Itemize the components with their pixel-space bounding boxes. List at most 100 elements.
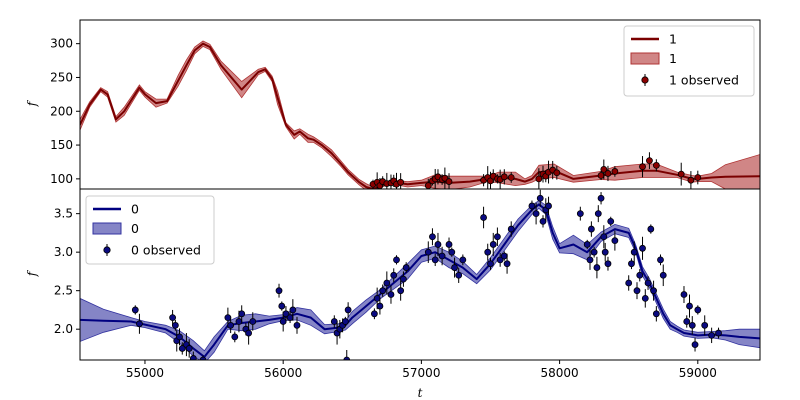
top-observed-point [611,168,619,175]
top-uncertainty-band [80,40,760,189]
bottom-observed-point [484,248,492,256]
bottom-observed-point [507,225,515,233]
bottom-observed-point [652,310,660,318]
x-tick-label: 57000 [402,366,440,380]
bottom-observed-point [539,217,547,225]
bottom-observed-point [249,318,257,325]
bottom-observed-point [344,306,352,314]
top-legend-marker-swatch [641,76,649,84]
top-observed-point [507,174,515,181]
top-observed-point [553,169,561,177]
bottom-observed-point [282,310,290,318]
x-axis-label: t [418,386,423,400]
bottom-observed-point [590,248,598,256]
top-observed-point [604,170,612,177]
bottom-observed-point [639,244,646,252]
bottom-observed-point [686,302,693,310]
bottom-observed-point [199,356,207,360]
bottom-observed-point [431,256,439,264]
bottom-observed-point [131,306,139,314]
x-tick-label: 59000 [679,366,717,380]
top-model-line-layer [80,42,760,189]
bottom-observed-point [390,271,398,279]
bottom-observed-point [659,271,667,279]
top-y-tick-label: 300 [50,37,73,51]
top-observed-points-layer [369,152,702,189]
bottom-observed-point [224,314,232,322]
bottom-y-tick-label: 3.0 [54,245,73,259]
bottom-panel: 2.0 2.5 3.0 3.5 55000 56000 57000 58000 59000 f… [25,188,761,400]
bottom-observed-point [379,287,387,295]
bottom-observed-point [500,252,508,260]
bottom-legend-label-line: 0 [131,202,139,217]
bottom-observed-point [293,321,301,329]
bottom-observed-point [393,256,400,264]
x-tick-label: 56000 [264,366,302,380]
bottom-observed-point [289,306,297,314]
bottom-observed-point [341,318,349,325]
bottom-observed-point [176,333,183,341]
bottom-observed-point [688,321,696,329]
bottom-observed-point [694,306,702,314]
bottom-observed-point [275,287,283,295]
bottom-observed-point [701,321,709,329]
bottom-observed-point [680,291,688,298]
bottom-observed-point [245,329,253,337]
bottom-observed-point [583,241,591,248]
bottom-observed-point [528,202,536,210]
bottom-observed-point [330,318,338,325]
x-tick-label: 55000 [126,366,164,380]
bottom-observed-point [279,318,287,325]
bottom-observed-point [397,287,405,295]
bottom-observed-point [383,279,391,287]
top-uncertainty-band-layer [80,40,760,189]
bottom-observed-point [171,321,179,329]
top-legend-label-observed: 1 observed [669,73,739,88]
top-observed-point [639,163,646,171]
bottom-observed-point [633,287,641,295]
bottom-observed-point [650,287,657,295]
bottom-observed-point [641,294,649,302]
bottom-observed-point [493,233,501,241]
top-legend-box [623,25,755,97]
bottom-observed-point [278,302,286,310]
top-observed-point [677,170,685,178]
bottom-observed-point [169,314,177,322]
bottom-observed-point [231,333,239,341]
bottom-axes-frame [79,188,761,361]
bottom-observed-point [286,314,294,322]
bottom-observed-point [370,310,378,318]
bottom-observed-point [536,194,544,202]
bottom-observed-points-layer [131,189,722,360]
top-legend-band-swatch [630,52,660,65]
bottom-observed-point [487,260,494,268]
top-y-tick-label: 150 [50,138,73,152]
bottom-observed-point [597,194,605,202]
bottom-observed-point [644,279,652,287]
bottom-observed-point [178,345,186,352]
bottom-y-tick-label: 3.5 [54,207,73,221]
bottom-observed-point [227,321,235,329]
bottom-observed-point [625,279,633,287]
top-observed-point [600,165,608,173]
bottom-x-axis-ticks: 55000 56000 57000 58000 59000 [126,360,717,380]
bottom-observed-point [434,241,442,248]
bottom-observed-point [455,271,463,279]
bottom-observed-point [136,320,143,328]
top-y-tick-label: 250 [50,70,73,84]
bottom-observed-point [503,260,511,268]
top-y-tick-label: 200 [50,104,73,118]
bottom-observed-point [496,256,504,264]
bottom-observed-point [451,264,458,271]
bottom-observed-point [235,318,243,325]
top-y-tick-label: 100 [50,172,73,186]
bottom-y-tick-label: 2.5 [54,284,73,298]
bottom-observed-point [438,252,446,260]
bottom-observed-point [657,256,664,264]
bottom-observed-point [636,271,644,279]
top-observed-point [687,176,695,184]
bottom-y-axis-label: f [25,269,39,277]
bottom-observed-point [683,318,691,325]
top-y-axis-label: f [25,99,39,107]
top-observed-point [535,175,543,183]
